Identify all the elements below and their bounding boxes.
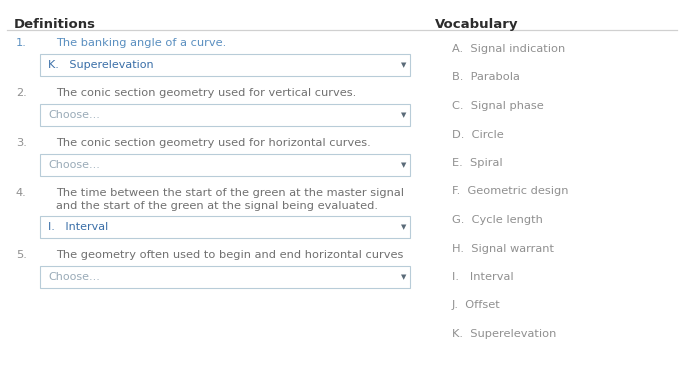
Text: E.  Spiral: E. Spiral — [452, 158, 503, 168]
Text: G.  Cycle length: G. Cycle length — [452, 215, 543, 225]
FancyBboxPatch shape — [40, 266, 410, 288]
Text: 5.: 5. — [16, 250, 27, 260]
Text: The banking angle of a curve.: The banking angle of a curve. — [56, 38, 226, 48]
Text: K.   Superelevation: K. Superelevation — [48, 60, 154, 70]
Text: 2.: 2. — [16, 88, 27, 98]
Text: D.  Circle: D. Circle — [452, 130, 503, 139]
Text: Vocabulary: Vocabulary — [435, 18, 518, 31]
Text: Choose...: Choose... — [48, 272, 100, 282]
FancyBboxPatch shape — [40, 54, 410, 76]
Text: I.   Interval: I. Interval — [48, 222, 108, 232]
Text: and the start of the green at the signal being evaluated.: and the start of the green at the signal… — [56, 201, 378, 211]
Text: 4.: 4. — [16, 188, 27, 198]
Text: F.  Geometric design: F. Geometric design — [452, 186, 568, 197]
Text: ▼: ▼ — [401, 62, 406, 68]
Text: ▼: ▼ — [401, 162, 406, 168]
Text: C.  Signal phase: C. Signal phase — [452, 101, 544, 111]
FancyBboxPatch shape — [40, 154, 410, 176]
FancyBboxPatch shape — [40, 104, 410, 126]
Text: The conic section geometry used for vertical curves.: The conic section geometry used for vert… — [56, 88, 356, 98]
Text: 1.: 1. — [16, 38, 27, 48]
Text: Choose...: Choose... — [48, 110, 100, 120]
FancyBboxPatch shape — [40, 216, 410, 238]
Text: A.  Signal indication: A. Signal indication — [452, 44, 565, 54]
Text: The conic section geometry used for horizontal curves.: The conic section geometry used for hori… — [56, 138, 371, 148]
Text: B.  Parabola: B. Parabola — [452, 72, 520, 83]
Text: ▼: ▼ — [401, 224, 406, 230]
Text: Choose...: Choose... — [48, 160, 100, 170]
Text: The time between the start of the green at the master signal: The time between the start of the green … — [56, 188, 404, 198]
Text: ▼: ▼ — [401, 274, 406, 280]
Text: H.  Signal warrant: H. Signal warrant — [452, 244, 554, 254]
Text: Definitions: Definitions — [14, 18, 96, 31]
Text: 3.: 3. — [16, 138, 27, 148]
Text: J.  Offset: J. Offset — [452, 300, 501, 310]
Text: K.  Superelevation: K. Superelevation — [452, 329, 556, 339]
Text: The geometry often used to begin and end horizontal curves: The geometry often used to begin and end… — [56, 250, 404, 260]
Text: ▼: ▼ — [401, 112, 406, 118]
Text: I.   Interval: I. Interval — [452, 272, 514, 282]
